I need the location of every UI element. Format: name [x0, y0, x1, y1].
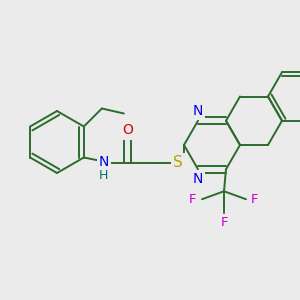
- Text: F: F: [220, 216, 228, 229]
- Text: H: H: [99, 169, 109, 182]
- Text: N: N: [99, 155, 109, 170]
- Text: N: N: [193, 172, 203, 186]
- Text: F: F: [189, 193, 197, 206]
- Text: S: S: [173, 155, 183, 170]
- Text: O: O: [122, 122, 133, 136]
- Text: N: N: [193, 104, 203, 118]
- Text: F: F: [251, 193, 259, 206]
